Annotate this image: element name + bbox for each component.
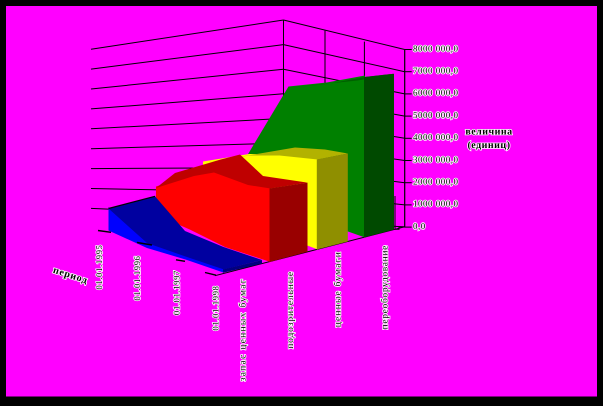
svg-text:переоборудование: переоборудование: [381, 245, 391, 329]
svg-text:0,0: 0,0: [413, 221, 426, 231]
svg-text:величина: величина: [465, 127, 512, 138]
svg-text:01.01.1995: 01.01.1995: [94, 244, 104, 289]
svg-text:5000 000,0: 5000 000,0: [413, 110, 459, 120]
svg-text:6000 000,0: 6000 000,0: [413, 88, 459, 98]
svg-text:2000 000,0: 2000 000,0: [413, 177, 459, 187]
svg-text:(единиц): (единиц): [467, 140, 510, 151]
svg-text:3000 000,0: 3000 000,0: [413, 154, 459, 164]
svg-text:01.01.1998: 01.01.1998: [211, 285, 221, 330]
svg-text:подозрительные: подозрительные: [286, 271, 296, 349]
svg-text:запас ценных бумаг: запас ценных бумаг: [239, 278, 249, 381]
svg-text:8000 000,0: 8000 000,0: [413, 43, 459, 53]
svg-text:01.01.1997: 01.01.1997: [172, 270, 182, 315]
svg-text:4000 000,0: 4000 000,0: [413, 132, 459, 142]
svg-text:1000 000,0: 1000 000,0: [413, 199, 459, 209]
svg-text:7000 000,0: 7000 000,0: [413, 66, 459, 76]
svg-text:ценные бумаги: ценные бумаги: [334, 251, 344, 327]
svg-text:01.01.1996: 01.01.1996: [132, 255, 142, 300]
